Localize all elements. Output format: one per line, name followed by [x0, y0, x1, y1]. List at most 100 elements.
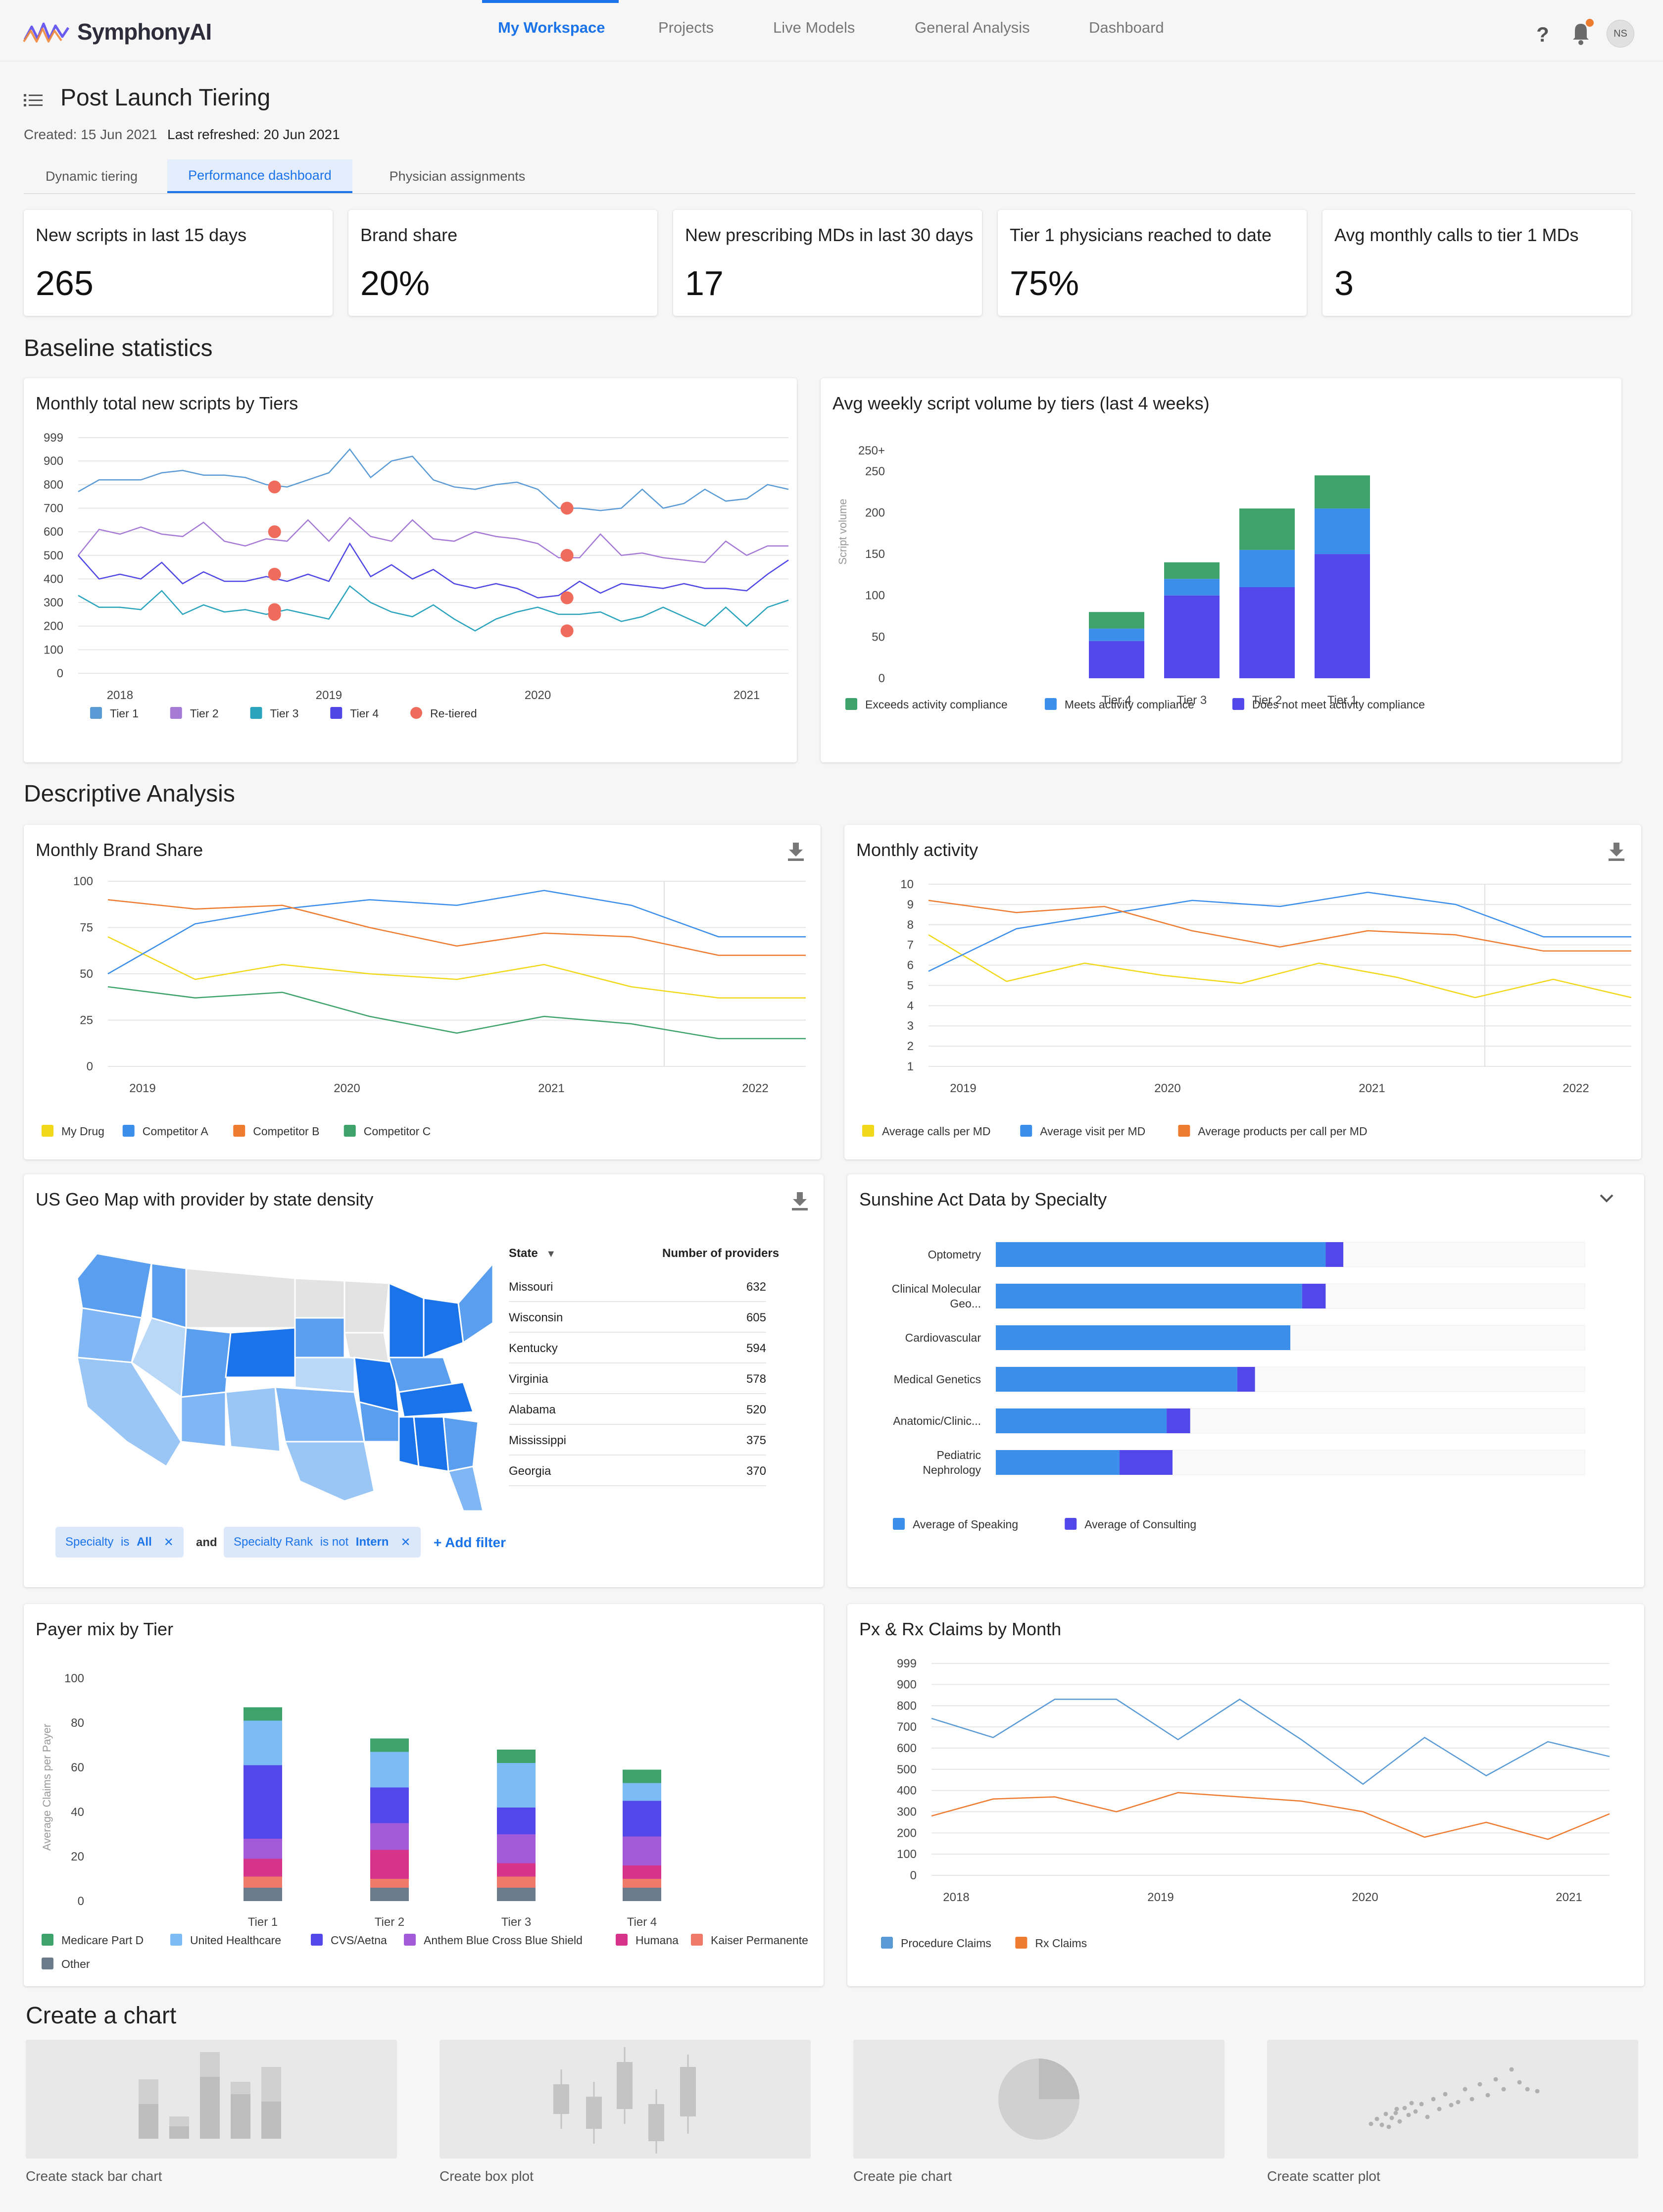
chart-title: Sunshine Act Data by Specialty — [859, 1189, 1107, 1209]
create-scatter-plot-label[interactable]: Create scatter plot — [1267, 2168, 1380, 2184]
y-tick-label: 200 — [44, 620, 63, 633]
y-tick-label: 999 — [44, 431, 63, 445]
table-header-state[interactable]: State ▼ — [509, 1247, 556, 1260]
y-tick-label: 700 — [897, 1720, 917, 1734]
filter-joiner: and — [196, 1536, 217, 1549]
series-line-tier-4 — [78, 542, 789, 599]
download-icon[interactable] — [786, 841, 806, 862]
bar-speaking — [996, 1450, 1120, 1475]
sort-down-icon[interactable]: ▼ — [546, 1249, 556, 1259]
table-row[interactable]: Mississippi 375 — [509, 1426, 766, 1456]
close-icon[interactable]: ✕ — [163, 1535, 174, 1549]
table-row[interactable]: Georgia 370 — [509, 1457, 766, 1486]
kpi-card-brand-share: Brand share 20% — [348, 210, 657, 316]
filter-chip-specialty[interactable]: Specialty is All ✕ — [55, 1527, 184, 1558]
scatter-dot — [1383, 2111, 1388, 2116]
scatter-dot — [1469, 2097, 1474, 2102]
bell-icon[interactable] — [1568, 18, 1596, 48]
legend-item[interactable]: My Drug — [42, 1125, 104, 1138]
us-state-map[interactable] — [67, 1234, 493, 1511]
close-icon[interactable]: ✕ — [400, 1535, 411, 1549]
bar-segment — [497, 1876, 536, 1888]
x-tick-label: Tier 1 — [1327, 694, 1357, 707]
create-pie-chart-tile[interactable] — [853, 2040, 1224, 2159]
series-line-procedure-claims — [931, 1698, 1610, 1785]
legend-item[interactable]: Average products per call per MD — [1178, 1125, 1368, 1138]
avatar[interactable]: NS — [1607, 20, 1634, 48]
legend-item[interactable]: Anthem Blue Cross Blue Shield — [404, 1934, 583, 1947]
legend-item[interactable]: Does not meet activity compliance — [1232, 698, 1425, 711]
download-icon[interactable] — [790, 1190, 810, 1212]
legend-item[interactable]: Tier 3 — [250, 707, 299, 720]
legend-item[interactable]: Medicare Part D — [42, 1934, 144, 1947]
legend-item[interactable]: Meets activity compliance — [1044, 698, 1194, 711]
scatter-dot — [1386, 2124, 1391, 2129]
legend-item[interactable]: Average of Speaking — [893, 1518, 1018, 1531]
create-box-plot-label[interactable]: Create box plot — [440, 2168, 534, 2184]
legend-item[interactable]: Exceeds activity compliance — [845, 698, 1008, 711]
legend-item[interactable]: Average visit per MD — [1020, 1125, 1145, 1138]
legend-item[interactable]: Kaiser Permanente — [691, 1934, 808, 1947]
create-stack-bar-tile[interactable] — [26, 2040, 397, 2159]
legend-item[interactable]: Competitor C — [343, 1125, 431, 1138]
y-axis-label: Average Claims per Payer — [41, 1724, 53, 1851]
legend-item[interactable]: Re-tiered — [410, 707, 477, 720]
legend-item[interactable]: Tier 1 — [90, 707, 139, 720]
legend-item[interactable]: Competitor B — [233, 1125, 319, 1138]
legend-item[interactable]: Other — [42, 1958, 90, 1970]
y-tick-label: 800 — [897, 1699, 917, 1712]
nav-general-analysis[interactable]: General Analysis — [915, 19, 1030, 36]
table-row[interactable]: Wisconsin 605 — [509, 1303, 766, 1333]
monthly-activity-chart: 1 2 3 4 5 6 7 8 9 10 2019 2020 2021 2022 Average calls… — [862, 878, 1632, 1138]
nav-dashboard[interactable]: Dashboard — [1089, 19, 1164, 36]
legend-item[interactable]: Tier 2 — [170, 707, 219, 720]
list-menu-icon[interactable] — [24, 92, 44, 109]
add-filter-button[interactable]: + Add filter — [434, 1535, 506, 1550]
legend-item[interactable]: Average calls per MD — [862, 1125, 990, 1138]
create-stack-bar-label[interactable]: Create stack bar chart — [26, 2168, 162, 2184]
tab-physician-assignments[interactable]: Physician assignments — [389, 168, 526, 184]
question-icon[interactable]: ? — [1532, 22, 1553, 47]
scatter-dot — [1394, 2107, 1399, 2111]
filter-chip-specialty-rank[interactable]: Specialty Rank is not Intern ✕ — [224, 1527, 421, 1558]
download-icon[interactable] — [1607, 841, 1626, 862]
legend-item[interactable]: Competitor A — [122, 1125, 209, 1138]
table-row[interactable]: Kentucky 594 — [509, 1334, 766, 1363]
legend-item[interactable]: United Healthcare — [170, 1934, 281, 1947]
scatter-dot — [1374, 2116, 1379, 2121]
bar-segment — [244, 1765, 282, 1839]
chevron-down-icon[interactable] — [1597, 1188, 1616, 1208]
legend-item[interactable]: Humana — [616, 1934, 679, 1947]
legend-item[interactable]: Rx Claims — [1015, 1937, 1087, 1950]
card-payer-mix: Payer mix by Tier 0 20 40 60 80 100 Average Cl… — [24, 1604, 824, 1986]
table-row[interactable]: Alabama 520 — [509, 1395, 766, 1425]
nav-projects[interactable]: Projects — [658, 19, 714, 36]
chip-op: is — [117, 1535, 133, 1549]
create-box-plot-tile[interactable] — [440, 2040, 811, 2159]
table-row[interactable]: Virginia 578 — [509, 1364, 766, 1394]
y-tick-label: 400 — [897, 1784, 917, 1798]
y-tick-label: 250+ — [858, 444, 885, 457]
tab-dynamic-tiering[interactable]: Dynamic tiering — [45, 168, 138, 184]
legend-item[interactable]: Tier 4 — [330, 707, 379, 720]
nav-my-workspace[interactable]: My Workspace — [498, 19, 605, 36]
section-descriptive-analysis: Descriptive Analysis — [24, 781, 235, 807]
category-label: Nephrology — [923, 1463, 981, 1476]
series-line-tier-1 — [78, 448, 789, 511]
nav-live-models[interactable]: Live Models — [773, 19, 855, 36]
x-tick-label: 2018 — [107, 689, 133, 702]
retiered-point — [268, 567, 281, 581]
tab-performance-dashboard[interactable]: Performance dashboard — [167, 159, 352, 193]
card-monthly-scripts: Monthly total new scripts by Tiers 0 100 2… — [24, 378, 797, 762]
y-tick-label: 900 — [44, 454, 63, 468]
legend-item[interactable]: CVS/Aetna — [311, 1934, 387, 1947]
create-scatter-plot-tile[interactable] — [1267, 2040, 1638, 2159]
brand-logo[interactable]: SymphonyAI — [23, 17, 212, 47]
create-pie-chart-label[interactable]: Create pie chart — [853, 2168, 952, 2184]
legend-item[interactable]: Procedure Claims — [881, 1937, 991, 1950]
retiered-point — [560, 591, 574, 604]
table-row[interactable]: Missouri 632 — [509, 1272, 766, 1302]
legend-item[interactable]: Average of Consulting — [1065, 1518, 1196, 1531]
y-tick-label: 999 — [897, 1657, 917, 1670]
legend-label: Tier 4 — [350, 707, 379, 720]
